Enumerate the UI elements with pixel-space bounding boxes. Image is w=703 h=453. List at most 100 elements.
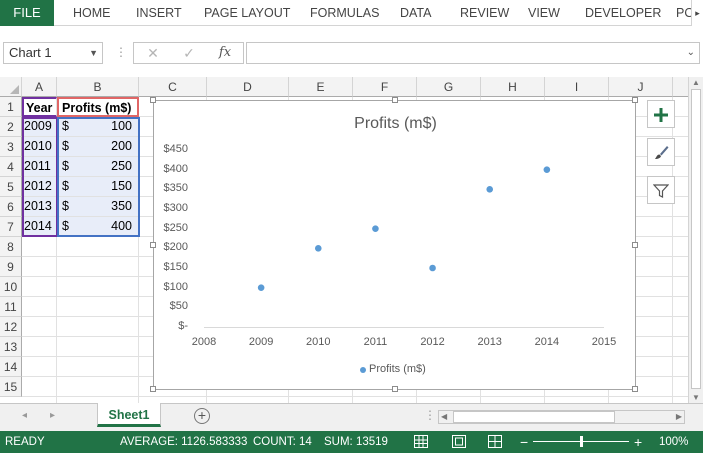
row-header[interactable]: 9: [0, 257, 22, 277]
file-tab[interactable]: FILE: [0, 0, 54, 26]
normal-view-icon[interactable]: [414, 435, 428, 448]
next-sheet-icon[interactable]: ▸: [50, 410, 56, 421]
resize-handle[interactable]: [632, 386, 638, 392]
chevron-down-icon[interactable]: ▼: [89, 48, 98, 58]
year-cell[interactable]: 2013: [22, 197, 57, 217]
chart-styles-button[interactable]: [647, 138, 675, 166]
status-sum[interactable]: SUM: 13519: [324, 436, 388, 448]
year-cell[interactable]: 2009: [22, 117, 57, 137]
zoom-slider-thumb[interactable]: [580, 436, 583, 447]
scatter-chart[interactable]: Profits (m$) $- $50 $100 $150 $200 $250 $300 $3…: [150, 97, 638, 392]
row-header[interactable]: 3: [0, 137, 22, 157]
select-all-corner[interactable]: [0, 77, 22, 97]
worksheet-grid[interactable]: A B C D E F G H I J 1 2 3 4 5 6 7 8 9 10…: [0, 77, 688, 403]
resize-handle[interactable]: [150, 97, 156, 103]
column-header-g[interactable]: G: [417, 77, 481, 97]
column-header-a[interactable]: A: [22, 77, 57, 97]
tab-formulas[interactable]: FORMULAS: [310, 6, 380, 20]
tab-page-layout[interactable]: PAGE LAYOUT: [204, 6, 291, 20]
year-cell[interactable]: 2014: [22, 217, 57, 237]
tab-insert[interactable]: INSERT: [136, 6, 182, 20]
plot-area[interactable]: [154, 101, 637, 391]
page-break-view-icon[interactable]: [488, 435, 502, 448]
profit-cell[interactable]: $350: [57, 197, 139, 217]
column-header-d[interactable]: D: [207, 77, 289, 97]
row-header[interactable]: 10: [0, 277, 22, 297]
formula-input[interactable]: ⌄: [246, 42, 700, 64]
profit-cell[interactable]: $250: [57, 157, 139, 177]
page-layout-view-icon[interactable]: [452, 435, 466, 448]
zoom-in-button[interactable]: +: [634, 434, 643, 450]
chart-legend[interactable]: Profits (m$): [360, 363, 426, 375]
year-cell[interactable]: 2010: [22, 137, 57, 157]
profit-cell[interactable]: $100: [57, 117, 139, 137]
row-header[interactable]: 14: [0, 357, 22, 377]
tab-home[interactable]: HOME: [73, 6, 111, 20]
profit-cell[interactable]: $200: [57, 137, 139, 157]
tab-view[interactable]: VIEW: [528, 6, 560, 20]
vertical-scroll-thumb[interactable]: [691, 89, 701, 389]
data-point[interactable]: [257, 284, 265, 291]
formula-bar-grip-icon[interactable]: ⋮: [115, 45, 127, 59]
scroll-up-icon[interactable]: ▲: [692, 78, 700, 87]
row-header[interactable]: 13: [0, 337, 22, 357]
column-header-f[interactable]: F: [353, 77, 417, 97]
tab-review[interactable]: REVIEW: [460, 6, 510, 20]
data-point[interactable]: [429, 264, 436, 272]
cancel-icon[interactable]: ✕: [147, 45, 159, 61]
data-point[interactable]: [372, 225, 379, 232]
row-header[interactable]: 5: [0, 177, 22, 197]
column-header-h[interactable]: H: [481, 77, 545, 97]
resize-handle[interactable]: [150, 242, 156, 248]
chart-filters-button[interactable]: [647, 176, 675, 204]
status-average[interactable]: AVERAGE: 1126.583333: [120, 436, 248, 448]
vertical-scrollbar[interactable]: ▲ ▼: [688, 77, 703, 403]
ribbon-scroll-right-icon[interactable]: ▸: [691, 0, 703, 26]
row-header[interactable]: 2: [0, 117, 22, 137]
year-cell[interactable]: 2011: [22, 157, 57, 177]
add-sheet-icon[interactable]: +: [194, 408, 210, 424]
row-header[interactable]: 1: [0, 97, 22, 117]
column-header-j[interactable]: J: [609, 77, 673, 97]
header-profits-cell[interactable]: Profits (m$): [57, 97, 139, 117]
scroll-down-icon[interactable]: ▼: [692, 393, 700, 402]
tab-power[interactable]: PO: [676, 6, 695, 20]
row-header[interactable]: 8: [0, 237, 22, 257]
row-header[interactable]: 11: [0, 297, 22, 317]
column-header-i[interactable]: I: [545, 77, 609, 97]
zoom-level[interactable]: 100%: [659, 436, 689, 448]
status-count[interactable]: COUNT: 14: [253, 436, 312, 448]
tab-data[interactable]: DATA: [400, 6, 432, 20]
chart-elements-button[interactable]: [647, 100, 675, 128]
column-header-c[interactable]: C: [139, 77, 207, 97]
zoom-out-button[interactable]: −: [520, 434, 529, 450]
column-header-k[interactable]: [673, 77, 688, 97]
tab-developer[interactable]: DEVELOPER: [585, 6, 662, 20]
resize-handle[interactable]: [392, 97, 398, 103]
chart-title[interactable]: Profits (m$): [354, 115, 437, 132]
header-year-cell[interactable]: Year: [22, 97, 57, 117]
row-header[interactable]: 6: [0, 197, 22, 217]
data-point[interactable]: [543, 166, 551, 173]
column-header-e[interactable]: E: [289, 77, 353, 97]
profit-cell[interactable]: $150: [57, 177, 139, 197]
row-header[interactable]: 7: [0, 217, 22, 237]
resize-handle[interactable]: [632, 97, 638, 103]
prev-sheet-icon[interactable]: ◂: [22, 410, 28, 421]
horizontal-scroll-thumb[interactable]: [453, 411, 615, 423]
expand-formula-bar-icon[interactable]: ⌄: [686, 47, 695, 58]
data-point[interactable]: [314, 245, 322, 252]
row-header[interactable]: 4: [0, 157, 22, 177]
resize-handle[interactable]: [632, 242, 638, 248]
name-box[interactable]: Chart 1 ▼: [3, 42, 103, 64]
scroll-right-icon[interactable]: ▶: [675, 412, 682, 421]
row-header[interactable]: 12: [0, 317, 22, 337]
sheet-tab-sheet1[interactable]: Sheet1: [97, 403, 161, 427]
tab-split-grip-icon[interactable]: ⋮: [424, 408, 436, 422]
resize-handle[interactable]: [150, 386, 156, 392]
year-cell[interactable]: 2012: [22, 177, 57, 197]
horizontal-scrollbar[interactable]: ◀ ▶: [438, 410, 685, 424]
column-header-b[interactable]: B: [57, 77, 139, 97]
scroll-left-icon[interactable]: ◀: [441, 412, 448, 421]
data-point[interactable]: [486, 186, 494, 193]
